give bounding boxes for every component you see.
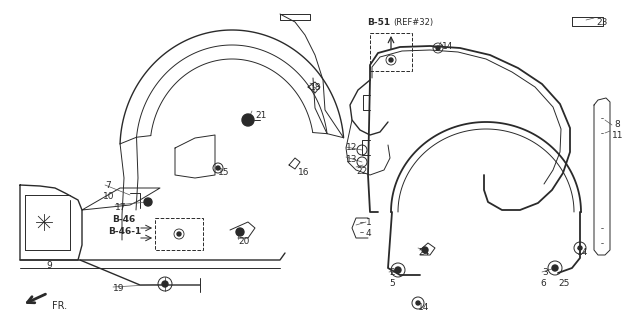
Text: 19: 19 bbox=[113, 284, 125, 293]
Text: 15: 15 bbox=[218, 168, 230, 177]
Text: 12: 12 bbox=[346, 143, 357, 152]
Text: 11: 11 bbox=[612, 131, 623, 140]
Text: 14: 14 bbox=[577, 248, 588, 257]
Circle shape bbox=[395, 267, 401, 273]
Text: 25: 25 bbox=[558, 279, 570, 288]
Text: 3: 3 bbox=[542, 268, 548, 277]
Circle shape bbox=[177, 232, 181, 236]
Text: 18: 18 bbox=[310, 83, 321, 92]
Text: 7: 7 bbox=[105, 181, 111, 190]
Text: 4: 4 bbox=[366, 229, 372, 238]
Text: 22: 22 bbox=[356, 167, 367, 176]
Text: 14: 14 bbox=[418, 303, 429, 312]
Text: (REF#32): (REF#32) bbox=[393, 18, 433, 27]
Text: 10: 10 bbox=[103, 192, 115, 201]
Circle shape bbox=[236, 228, 244, 236]
Text: 17: 17 bbox=[115, 203, 127, 212]
Circle shape bbox=[422, 247, 428, 253]
Text: B-46-1: B-46-1 bbox=[108, 227, 141, 236]
Text: 24: 24 bbox=[418, 248, 429, 257]
Text: 9: 9 bbox=[46, 261, 52, 270]
Circle shape bbox=[216, 166, 220, 170]
Text: 8: 8 bbox=[614, 120, 620, 129]
Circle shape bbox=[162, 281, 168, 287]
Text: B-51: B-51 bbox=[367, 18, 390, 27]
Circle shape bbox=[242, 114, 254, 126]
Circle shape bbox=[552, 265, 558, 271]
Text: 2: 2 bbox=[389, 268, 395, 277]
Circle shape bbox=[578, 246, 582, 250]
Circle shape bbox=[389, 58, 393, 62]
Text: 13: 13 bbox=[346, 155, 358, 164]
Text: B-46: B-46 bbox=[112, 215, 135, 224]
Circle shape bbox=[436, 46, 440, 50]
Text: 20: 20 bbox=[238, 237, 250, 246]
Text: 6: 6 bbox=[540, 279, 546, 288]
Text: 16: 16 bbox=[298, 168, 310, 177]
Text: 14: 14 bbox=[442, 42, 453, 51]
Text: 5: 5 bbox=[389, 279, 395, 288]
Circle shape bbox=[416, 301, 420, 305]
Text: 23: 23 bbox=[596, 18, 607, 27]
Circle shape bbox=[144, 198, 152, 206]
Text: 1: 1 bbox=[366, 218, 372, 227]
Text: 21: 21 bbox=[255, 111, 266, 120]
Text: FR.: FR. bbox=[52, 301, 67, 311]
